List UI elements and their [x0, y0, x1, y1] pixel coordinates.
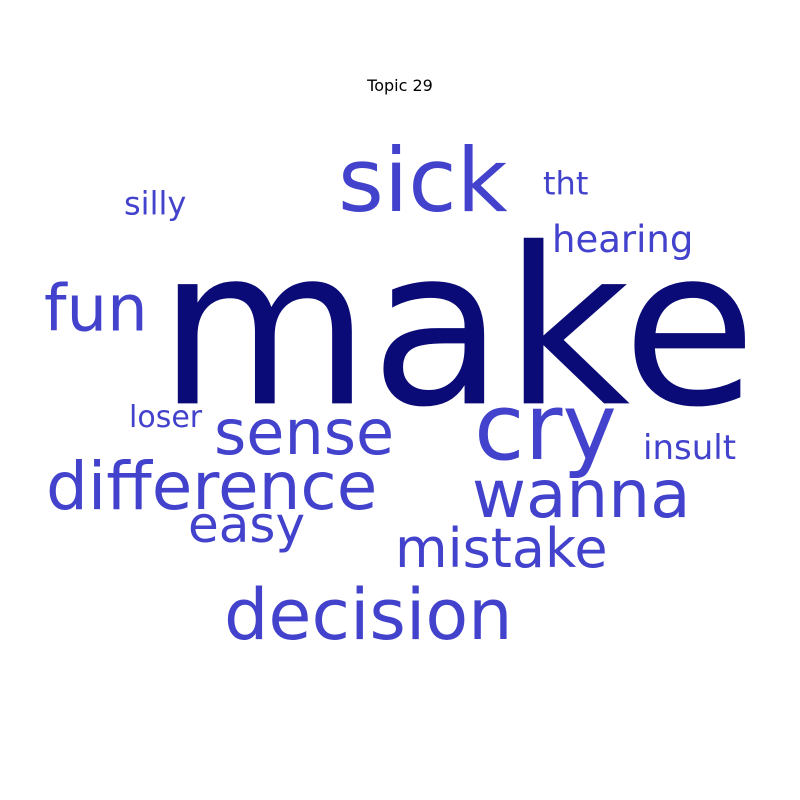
word-fun: fun	[44, 272, 148, 347]
word-sick: sick	[338, 129, 508, 233]
word-decision: decision	[224, 573, 513, 656]
word-silly: silly	[124, 184, 187, 223]
word-cloud-title: Topic 29	[367, 76, 433, 95]
word-hearing: hearing	[552, 217, 694, 261]
word-cry: cry	[474, 374, 617, 482]
word-sense: sense	[214, 395, 395, 469]
word-wanna: wanna	[472, 455, 691, 533]
word-mistake: mistake	[395, 516, 608, 580]
word-tht: tht	[543, 164, 589, 203]
word-insult: insult	[643, 428, 737, 469]
word-loser: loser	[129, 400, 203, 436]
word-easy: easy	[188, 496, 306, 554]
word-difference: difference	[46, 447, 378, 525]
word-make: make	[158, 202, 757, 456]
